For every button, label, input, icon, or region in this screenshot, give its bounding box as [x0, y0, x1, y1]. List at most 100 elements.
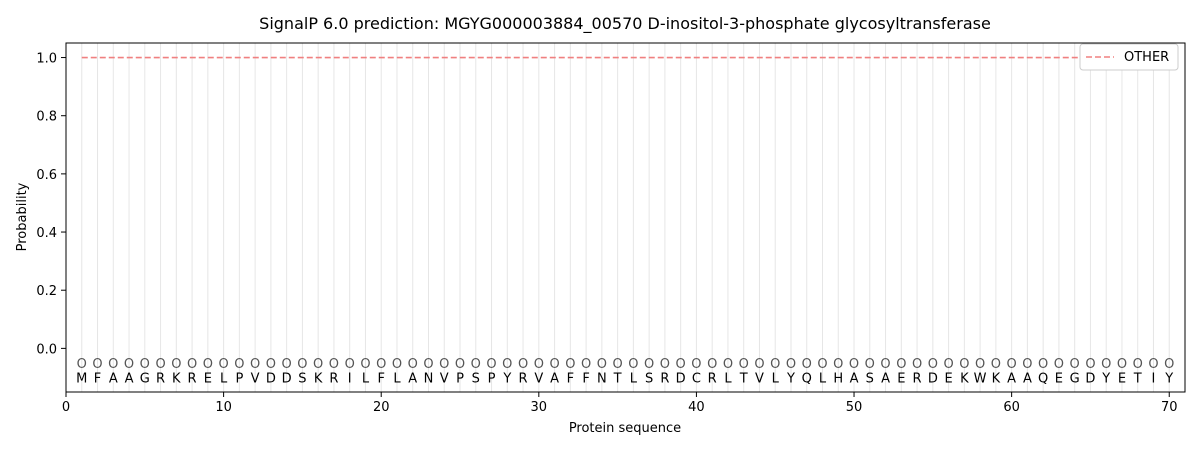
region-label-39: O — [676, 357, 686, 372]
residue-57: K — [960, 371, 969, 386]
residue-gridlines — [81, 43, 1170, 392]
residue-46: Y — [786, 371, 795, 386]
residue-14: D — [282, 371, 292, 386]
region-label-25: O — [455, 357, 465, 372]
x-tick-label-40: 40 — [688, 400, 705, 415]
region-label-28: O — [502, 357, 512, 372]
residue-67: E — [1118, 371, 1126, 386]
residue-33: F — [582, 371, 589, 386]
residue-70: Y — [1164, 371, 1173, 386]
region-label-45: O — [770, 357, 780, 372]
y-axis: 0.0 0.2 0.4 0.6 0.8 1.0 — [36, 52, 66, 357]
region-label-4: O — [124, 357, 134, 372]
residue-50: A — [850, 371, 859, 386]
residue-47: Q — [802, 371, 812, 386]
residue-25: P — [456, 371, 464, 386]
residue-19: L — [362, 371, 370, 386]
residue-20: F — [377, 371, 384, 386]
x-tick-label-0: 0 — [62, 400, 70, 415]
region-label-30: O — [534, 357, 544, 372]
region-label-9: O — [203, 357, 213, 372]
x-tick-label-60: 60 — [1003, 400, 1020, 415]
x-tick-label-50: 50 — [846, 400, 863, 415]
residue-65: D — [1085, 371, 1095, 386]
region-label-23: O — [423, 357, 433, 372]
region-label-53: O — [896, 357, 906, 372]
residue-54: R — [913, 371, 922, 386]
region-label-2: O — [92, 357, 102, 372]
residue-31: A — [550, 371, 559, 386]
region-label-12: O — [250, 357, 260, 372]
residue-62: Q — [1038, 371, 1048, 386]
residue-61: A — [1023, 371, 1032, 386]
residue-53: E — [897, 371, 905, 386]
region-label-6: O — [155, 357, 165, 372]
region-label-19: O — [360, 357, 370, 372]
residue-11: P — [235, 371, 243, 386]
residue-9: E — [204, 371, 212, 386]
y-tick-label-0.2: 0.2 — [36, 284, 57, 299]
residue-35: T — [613, 371, 622, 386]
region-label-59: O — [991, 357, 1001, 372]
residue-28: Y — [502, 371, 511, 386]
residue-2: F — [94, 371, 101, 386]
residue-63: E — [1055, 371, 1063, 386]
residue-39: D — [676, 371, 686, 386]
region-label-52: O — [880, 357, 890, 372]
x-tick-label-70: 70 — [1161, 400, 1178, 415]
residue-45: L — [772, 371, 780, 386]
y-axis-label: Probability — [15, 182, 30, 251]
residue-26: S — [472, 371, 480, 386]
region-label-57: O — [959, 357, 969, 372]
region-label-47: O — [802, 357, 812, 372]
residue-68: T — [1133, 371, 1142, 386]
residue-34: N — [597, 371, 607, 386]
legend-box — [1079, 43, 1179, 71]
residue-8: R — [188, 371, 197, 386]
residue-22: A — [408, 371, 417, 386]
region-label-10: O — [218, 357, 228, 372]
residue-51: S — [866, 371, 874, 386]
residue-55: D — [928, 371, 938, 386]
region-label-43: O — [739, 357, 749, 372]
y-tick-label-0.8: 0.8 — [36, 110, 57, 125]
region-label-33: O — [581, 357, 591, 372]
region-label-42: O — [723, 357, 733, 372]
region-label-38: O — [660, 357, 670, 372]
residue-6: R — [156, 371, 165, 386]
region-label-24: O — [439, 357, 449, 372]
region-label-35: O — [613, 357, 623, 372]
region-label-66: O — [1101, 357, 1111, 372]
y-tick-label-0.4: 0.4 — [36, 226, 57, 241]
residue-5: G — [140, 371, 150, 386]
region-label-37: O — [644, 357, 654, 372]
residue-60: A — [1007, 371, 1016, 386]
region-label-70: O — [1164, 357, 1174, 372]
region-label-14: O — [282, 357, 292, 372]
plot-frame — [65, 42, 1186, 393]
residue-10: L — [220, 371, 228, 386]
residue-12: V — [251, 371, 260, 386]
residue-37: S — [645, 371, 653, 386]
region-label-21: O — [392, 357, 402, 372]
region-label-36: O — [628, 357, 638, 372]
residue-41: R — [708, 371, 717, 386]
region-label-56: O — [943, 357, 953, 372]
region-label-50: O — [849, 357, 859, 372]
residue-18: I — [348, 371, 352, 386]
region-label-49: O — [833, 357, 843, 372]
residue-42: L — [724, 371, 732, 386]
y-tick-label-1.0: 1.0 — [36, 52, 57, 67]
region-label-7: O — [171, 357, 181, 372]
y-tick-label-0.0: 0.0 — [36, 342, 57, 357]
legend: OTHER — [1079, 43, 1179, 71]
region-label-61: O — [1022, 357, 1032, 372]
region-label-40: O — [691, 357, 701, 372]
region-label-54: O — [912, 357, 922, 372]
region-label-58: O — [975, 357, 985, 372]
residue-58: W — [974, 371, 987, 386]
region-label-64: O — [1070, 357, 1080, 372]
x-tick-label-30: 30 — [531, 400, 548, 415]
residue-48: L — [819, 371, 827, 386]
residue-56: E — [944, 371, 952, 386]
